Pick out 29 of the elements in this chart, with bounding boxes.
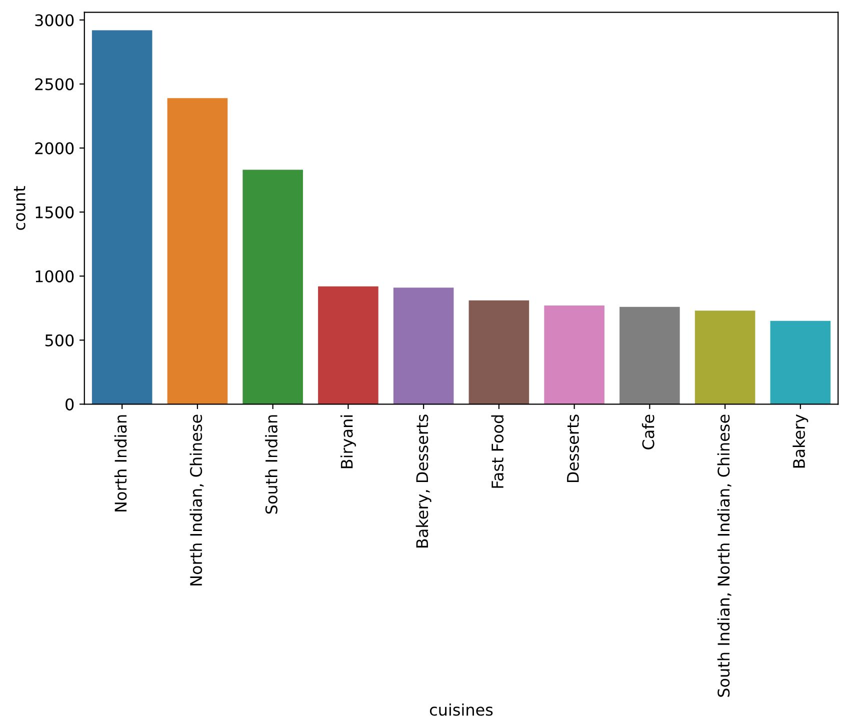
x-tick-label: North Indian (114, 415, 127, 512)
bar (620, 306, 680, 404)
bar (167, 98, 228, 404)
x-tick-label: Bakery, Desserts (416, 414, 432, 548)
bar (92, 30, 152, 404)
y-tick-label: 3000 (35, 14, 74, 26)
y-tick-label: 1000 (36, 270, 74, 282)
bar (770, 320, 831, 404)
y-tick-label: 2500 (35, 78, 74, 90)
bar (694, 310, 756, 404)
x-tick-label: Biryani (340, 415, 356, 468)
y-tick-label: 2000 (35, 142, 74, 154)
y-tick-label: 500 (45, 334, 74, 346)
y-tick-label: 0 (66, 398, 74, 410)
x-tick-label: Bakery (792, 414, 808, 468)
x-tick-label: South Indian (265, 415, 278, 514)
bar (242, 170, 303, 404)
x-tick-label: North Indian, Chinese (190, 414, 204, 586)
x-tick-label: Desserts (567, 414, 579, 482)
x-tick-label: Cafe (642, 414, 654, 450)
bar (393, 288, 454, 404)
x-tick-label: South Indian, North Indian, Chinese (717, 414, 732, 697)
y-axis-title: count (14, 186, 26, 230)
bar (318, 286, 378, 404)
bar (468, 300, 530, 404)
y-tick-label: 1500 (36, 206, 74, 218)
bar (544, 306, 604, 404)
x-tick-label: Fast Food (491, 415, 504, 488)
x-axis-title: cuisines (430, 703, 493, 716)
